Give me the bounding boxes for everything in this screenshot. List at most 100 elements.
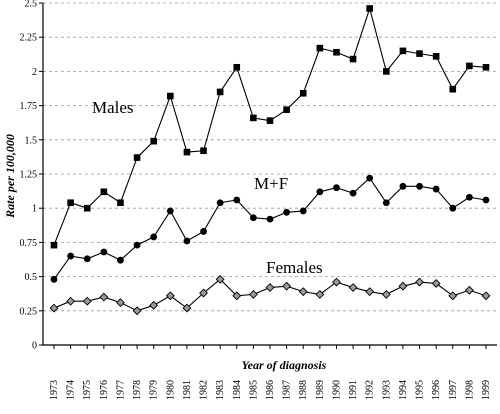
x-tick-label: 1997 (448, 380, 459, 400)
data-point (449, 85, 457, 93)
grid-lines (43, 2, 497, 312)
data-point (49, 303, 59, 313)
data-point (183, 148, 191, 156)
x-tick-label: 1988 (298, 380, 309, 400)
x-tick-label: 1984 (232, 380, 243, 400)
data-point (233, 196, 241, 204)
data-point (415, 277, 424, 287)
data-point (432, 185, 440, 193)
data-point (233, 63, 241, 71)
data-point (299, 89, 307, 97)
data-point (348, 283, 358, 292)
data-point (464, 285, 474, 295)
data-point (432, 53, 440, 60)
data-point (381, 289, 391, 299)
data-point (315, 289, 325, 299)
data-point (50, 275, 58, 283)
data-point (67, 252, 75, 260)
data-point (449, 204, 457, 212)
x-tick-label: 1983 (215, 380, 226, 400)
data-point (481, 291, 491, 301)
data-point (117, 256, 124, 264)
data-point (216, 199, 224, 207)
x-tick-label: 1990 (331, 380, 342, 400)
x-axis-title: Year of diagnosis (242, 358, 327, 372)
data-point (199, 288, 208, 298)
data-point (150, 233, 158, 241)
x-tick-label: 1989 (315, 380, 326, 400)
x-tick-label: 1974 (66, 380, 77, 400)
data-point (332, 277, 341, 287)
data-point (448, 291, 458, 301)
data-point (399, 47, 407, 55)
data-point (416, 50, 423, 57)
x-tick-label: 1986 (265, 380, 276, 400)
y-tick-label: 1.75 (20, 101, 38, 112)
data-point (166, 207, 174, 215)
series-label-females: Females (266, 258, 323, 277)
data-point (83, 255, 91, 263)
data-point (416, 182, 423, 190)
y-tick-label: 0.25 (20, 306, 38, 317)
data-point (66, 296, 76, 306)
y-tick-label: 1.5 (25, 135, 38, 146)
data-point (215, 274, 225, 284)
series-label-males: Males (92, 98, 134, 117)
x-tick-label: 1985 (248, 380, 259, 400)
data-point (333, 48, 340, 56)
x-tick-label: 1992 (365, 380, 376, 400)
x-tick-label: 1981 (182, 380, 193, 400)
y-tick-label: 2 (32, 67, 37, 78)
data-point (349, 189, 357, 197)
data-point (316, 188, 324, 196)
data-point (398, 281, 408, 291)
y-tick-label: 0.5 (25, 272, 38, 283)
x-tick-label: 1977 (115, 380, 126, 400)
data-point (133, 241, 141, 249)
y-tick-label: 1 (32, 204, 37, 215)
data-point (482, 63, 490, 71)
data-point (200, 228, 207, 235)
data-point (83, 204, 91, 212)
data-point (50, 241, 58, 249)
x-tick-label: 1978 (132, 380, 143, 400)
data-point (167, 92, 174, 100)
series-m-f (50, 174, 490, 283)
axes: 0 0.25 0.5 0.75 1 1.25 1.5 1.75 2 2.25 2.5 1973 1974… (20, 0, 497, 400)
x-tick-label: 1999 (481, 380, 492, 400)
x-tick-label: 1998 (464, 380, 475, 400)
data-point (248, 289, 258, 299)
data-point (283, 208, 291, 216)
y-tick-label: 0 (32, 341, 37, 352)
data-point (165, 291, 175, 301)
x-tick-label: 1975 (82, 380, 93, 400)
data-point (283, 106, 290, 114)
data-point (133, 154, 141, 161)
data-point (100, 188, 108, 196)
data-point (232, 291, 242, 301)
series-labels: Males M+F Females (92, 98, 323, 277)
data-point (298, 287, 308, 297)
data-point (266, 117, 274, 124)
x-tick-label: 1980 (165, 380, 176, 400)
x-tick-label: 1996 (431, 380, 442, 400)
data-point (383, 68, 390, 75)
data-point (366, 5, 373, 12)
data-point (99, 292, 109, 302)
data-point (200, 147, 207, 155)
data-point (299, 207, 307, 215)
series-layer (49, 5, 491, 316)
data-point (349, 55, 357, 63)
x-tick-label: 1982 (199, 380, 210, 400)
data-point (365, 287, 375, 297)
data-point (150, 137, 157, 145)
data-point (183, 237, 191, 245)
data-point (116, 298, 125, 308)
data-point (282, 281, 292, 291)
y-tick-label: 1.25 (20, 170, 38, 181)
x-tick-label: 1979 (149, 380, 160, 400)
x-tick-label: 1973 (49, 380, 60, 400)
series-males (50, 5, 490, 249)
data-point (482, 196, 490, 204)
